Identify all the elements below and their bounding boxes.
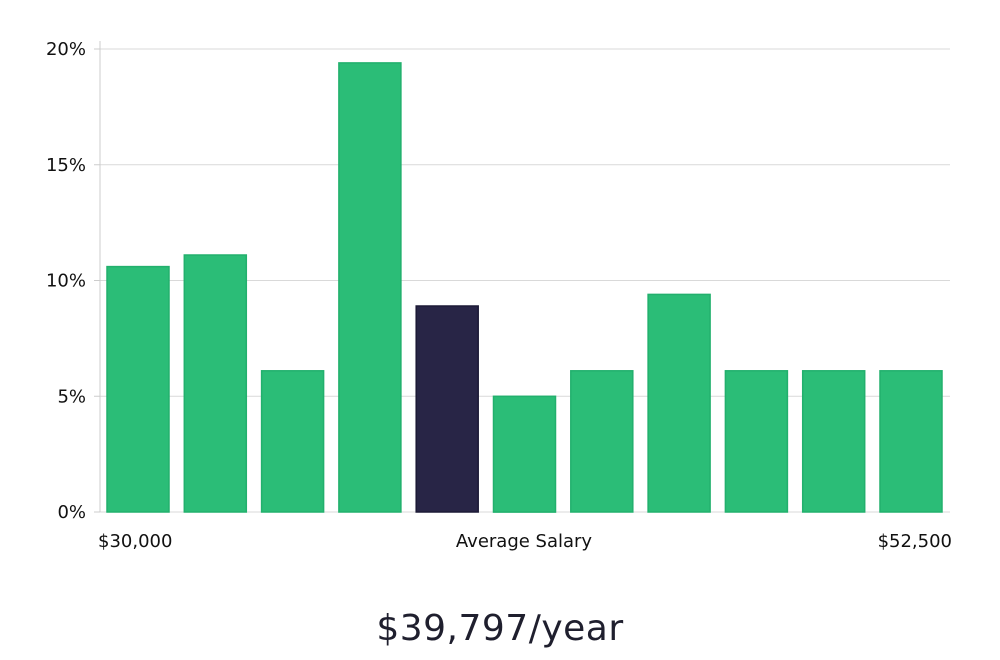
- y-tick-label: 5%: [57, 386, 86, 407]
- bar: [801, 370, 866, 513]
- y-tick-label: 10%: [46, 271, 86, 292]
- y-tick-label: 0%: [57, 502, 86, 523]
- salary-histogram: 0% 5% 10% 15% 20% $30,000 Average Salary $52…: [46, 39, 952, 552]
- bars: [106, 62, 943, 513]
- bar: [724, 370, 789, 513]
- bar: [879, 370, 943, 513]
- bar-highlighted: [415, 305, 479, 513]
- x-axis-title: Average Salary: [456, 531, 593, 552]
- bar: [183, 254, 248, 513]
- bar: [492, 395, 557, 513]
- bar: [338, 62, 402, 513]
- bar: [647, 293, 711, 513]
- bar: [570, 370, 634, 513]
- y-tick-label: 15%: [46, 155, 86, 176]
- x-axis-start-label: $30,000: [98, 531, 172, 552]
- bar: [106, 265, 170, 513]
- y-axis-ticks: 0% 5% 10% 15% 20%: [46, 39, 100, 523]
- x-axis-end-label: $52,500: [878, 531, 952, 552]
- y-tick-label: 20%: [46, 39, 86, 60]
- bar: [260, 370, 325, 513]
- average-salary-value: $39,797/year: [376, 608, 624, 649]
